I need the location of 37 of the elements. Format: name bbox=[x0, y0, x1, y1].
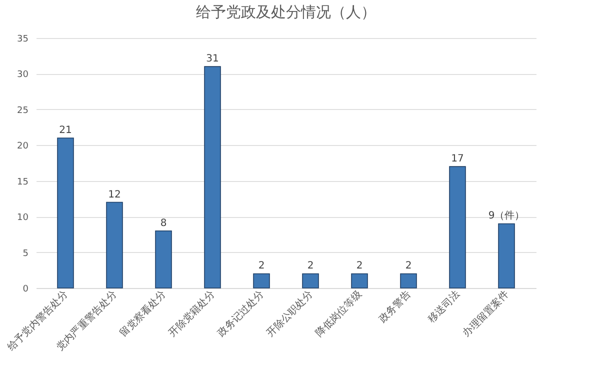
y-tick-label: 25 bbox=[17, 106, 28, 116]
data-label: 8 bbox=[160, 218, 167, 229]
bar bbox=[351, 273, 368, 288]
bar bbox=[449, 166, 466, 288]
data-label: 2 bbox=[356, 260, 363, 272]
bar bbox=[498, 223, 515, 288]
bar bbox=[400, 273, 417, 288]
bar bbox=[302, 273, 319, 288]
x-tick-label: 开除党籍处分 bbox=[166, 288, 218, 340]
x-tick-label: 降低岗位等级 bbox=[313, 288, 364, 340]
bar bbox=[106, 202, 123, 288]
y-tick-label: 30 bbox=[17, 70, 29, 80]
y-tick-label: 5 bbox=[22, 248, 28, 259]
y-tick-label: 20 bbox=[17, 142, 29, 152]
data-label: 2 bbox=[258, 260, 265, 272]
x-tick-label: 政务警告 bbox=[376, 288, 414, 326]
bar bbox=[57, 138, 74, 288]
x-tick-label: 办理留置案件 bbox=[460, 288, 512, 340]
y-tick-label: 35 bbox=[17, 34, 28, 44]
data-label: 21 bbox=[59, 125, 72, 136]
x-tick-label: 移送司法 bbox=[425, 288, 462, 326]
data-label: 17 bbox=[451, 154, 464, 165]
y-tick-label: 0 bbox=[22, 284, 29, 294]
data-label: 31 bbox=[206, 54, 219, 65]
data-label: 2 bbox=[307, 260, 314, 272]
x-tick-label: 开除公职处分 bbox=[264, 288, 316, 340]
bar bbox=[253, 273, 270, 288]
x-tick-label: 留党察看处分 bbox=[117, 288, 168, 340]
bar bbox=[204, 66, 221, 288]
y-tick-label: 10 bbox=[17, 213, 29, 224]
data-label: 2 bbox=[405, 260, 412, 272]
y-tick-label: 15 bbox=[17, 177, 28, 188]
bar bbox=[155, 230, 172, 288]
data-label: 9（件） bbox=[488, 210, 525, 222]
x-tick-label: 政务记过处分 bbox=[215, 288, 266, 340]
data-label: 12 bbox=[108, 189, 121, 200]
chart-title: 给予党政及处分情况（人） bbox=[196, 3, 376, 21]
